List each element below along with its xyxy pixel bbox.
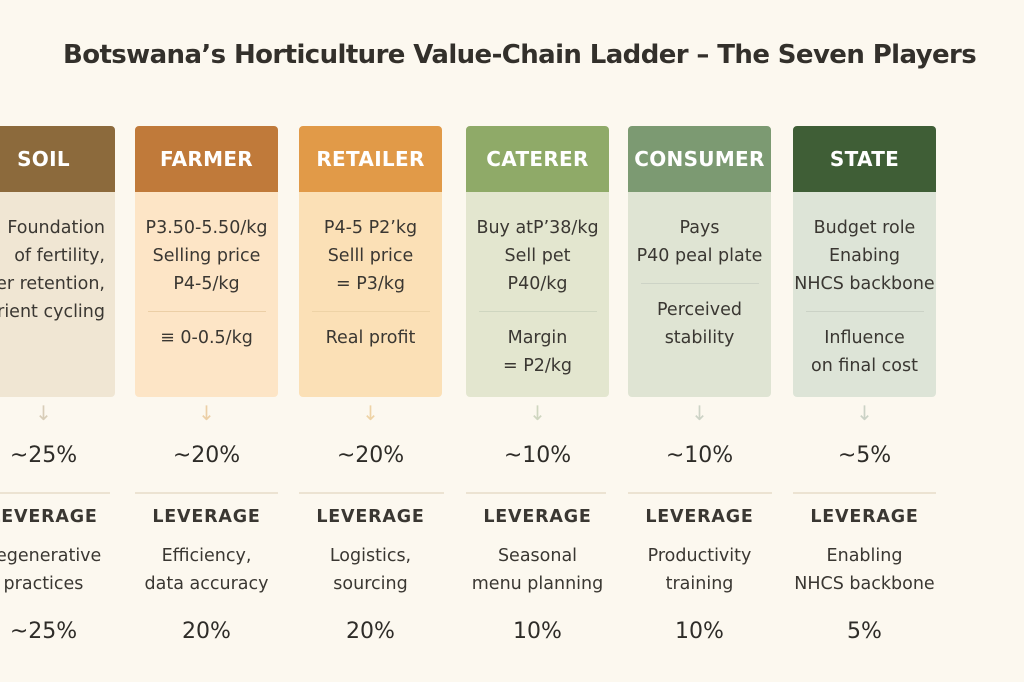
share-value: ~20% — [336, 443, 405, 468]
leverage-label: LEVERAGE — [316, 507, 425, 527]
leverage-line: Logistics, — [329, 546, 412, 566]
leverage-line: practices — [3, 574, 84, 594]
detail-divider — [311, 311, 430, 312]
detail-line: Pays — [679, 218, 720, 238]
player-header: RETAILER — [299, 126, 442, 192]
down-arrow-icon: ↓ — [856, 401, 873, 425]
player-column-soil: SOIL Foundation of fertility, ter retention… — [0, 126, 115, 644]
row-divider — [135, 492, 278, 494]
row-divider — [628, 492, 772, 494]
leverage-line: Enabling — [826, 546, 903, 566]
down-arrow-icon: ↓ — [362, 401, 379, 425]
detail-line: Selll price — [327, 246, 414, 266]
detail-line: Real profit — [325, 328, 416, 348]
share-value: ~10% — [665, 443, 734, 468]
detail-line: P3.50-5.50/kg — [145, 218, 268, 238]
leverage-line: sourcing — [333, 574, 408, 594]
detail-line: Buy atP’38/kg — [476, 218, 599, 238]
player-details: Pays P40 peal plate Perceived stability — [628, 192, 771, 397]
leverage-description: Efficiency, data accuracy — [135, 542, 278, 598]
detail-line: Sell pet — [504, 246, 571, 266]
leverage-line: NHCS backbone — [794, 574, 935, 594]
leverage-line: training — [665, 574, 734, 594]
detail-divider — [805, 311, 924, 312]
share-value: ~25% — [9, 443, 78, 468]
detail-line: Perceived — [657, 300, 742, 320]
down-arrow-icon: ↓ — [198, 401, 215, 425]
detail-line: Selling price — [152, 246, 261, 266]
detail-line: Foundation — [7, 218, 105, 238]
share-value: ~5% — [837, 443, 892, 468]
leverage-label: LEVERAGE — [483, 507, 592, 527]
player-column-farmer: FARMER P3.50-5.50/kg Selling price P4-5/kg ≡… — [135, 126, 278, 644]
down-arrow-icon: ↓ — [529, 401, 546, 425]
detail-line: stability — [664, 328, 735, 348]
row-divider — [0, 492, 110, 494]
leverage-description: yegenerative practices — [0, 542, 115, 598]
leverage-description: Logistics, sourcing — [299, 542, 442, 598]
final-share-value: 20% — [346, 619, 395, 644]
detail-divider — [478, 311, 597, 312]
detail-line: trient cycling — [0, 302, 105, 322]
final-share-value: 10% — [513, 619, 562, 644]
player-details: Buy atP’38/kg Sell pet P40/kg Margin = P2/kg — [466, 192, 609, 397]
final-share-value: 10% — [675, 619, 724, 644]
leverage-line: Efficiency, — [161, 546, 252, 566]
down-arrow-icon: ↓ — [35, 401, 52, 425]
leverage-description: Enabling NHCS backbone — [793, 542, 936, 598]
leverage-line: yegenerative — [0, 546, 102, 566]
share-value: ~10% — [503, 443, 572, 468]
detail-line: ter retention, — [0, 274, 105, 294]
player-header: SOIL — [0, 126, 115, 192]
leverage-label: LEVERAGE — [810, 507, 919, 527]
leverage-description: Seasonal menu planning — [466, 542, 609, 598]
leverage-line: data accuracy — [144, 574, 269, 594]
page-title: Botswana’s Horticulture Value-Chain Ladd… — [63, 40, 977, 70]
leverage-description: Productivity training — [628, 542, 771, 598]
player-column-state: STATE Budget role Enabing NHCS backbone Infl… — [793, 126, 936, 644]
player-column-caterer: CATERER Buy atP’38/kg Sell pet P40/kg Margin… — [466, 126, 609, 644]
detail-line: on final cost — [811, 356, 918, 376]
leverage-label: LEVERAGE — [152, 507, 261, 527]
final-share-value: 5% — [847, 619, 882, 644]
down-arrow-icon: ↓ — [691, 401, 708, 425]
row-divider — [299, 492, 444, 494]
detail-line: = P2/kg — [502, 356, 573, 376]
leverage-line: menu planning — [471, 574, 604, 594]
player-details: Budget role Enabing NHCS backbone Influence… — [793, 192, 936, 397]
player-header: STATE — [793, 126, 936, 192]
detail-line: ≡ 0-0.5/kg — [160, 328, 253, 348]
player-header: FARMER — [135, 126, 278, 192]
detail-line: P40/kg — [507, 274, 568, 294]
player-details: P3.50-5.50/kg Selling price P4-5/kg ≡ 0-0.5… — [135, 192, 278, 397]
detail-line: Budget role — [813, 218, 916, 238]
final-share-value: ~25% — [9, 619, 78, 644]
detail-line: Enabing — [828, 246, 901, 266]
row-divider — [466, 492, 606, 494]
leverage-line: Productivity — [647, 546, 752, 566]
leverage-label: LEVERAGE — [0, 507, 98, 527]
player-column-retailer: RETAILER P4-5 P2’kg Selll price = P3/kg Real… — [299, 126, 442, 644]
leverage-line: Seasonal — [497, 546, 578, 566]
detail-line: P4-5/kg — [173, 274, 240, 294]
leverage-label: LEVERAGE — [645, 507, 754, 527]
player-column-consumer: CONSUMER Pays P40 peal plate Perceived stabi… — [628, 126, 771, 644]
detail-line: P4-5 P2’kg — [323, 218, 418, 238]
detail-divider — [640, 283, 759, 284]
player-header: CONSUMER — [628, 126, 771, 192]
detail-line: P40 peal plate — [636, 246, 763, 266]
detail-line: NHCS backbone — [794, 274, 935, 294]
detail-line: Margin — [507, 328, 568, 348]
detail-line: of fertility, — [14, 246, 105, 266]
player-details: Foundation of fertility, ter retention, tri… — [0, 192, 115, 397]
row-divider — [793, 492, 936, 494]
detail-line: = P3/kg — [335, 274, 406, 294]
detail-line: Influence — [824, 328, 905, 348]
detail-divider — [147, 311, 266, 312]
final-share-value: 20% — [182, 619, 231, 644]
share-value: ~20% — [172, 443, 241, 468]
player-header: CATERER — [466, 126, 609, 192]
player-details: P4-5 P2’kg Selll price = P3/kg Real profit — [299, 192, 442, 397]
